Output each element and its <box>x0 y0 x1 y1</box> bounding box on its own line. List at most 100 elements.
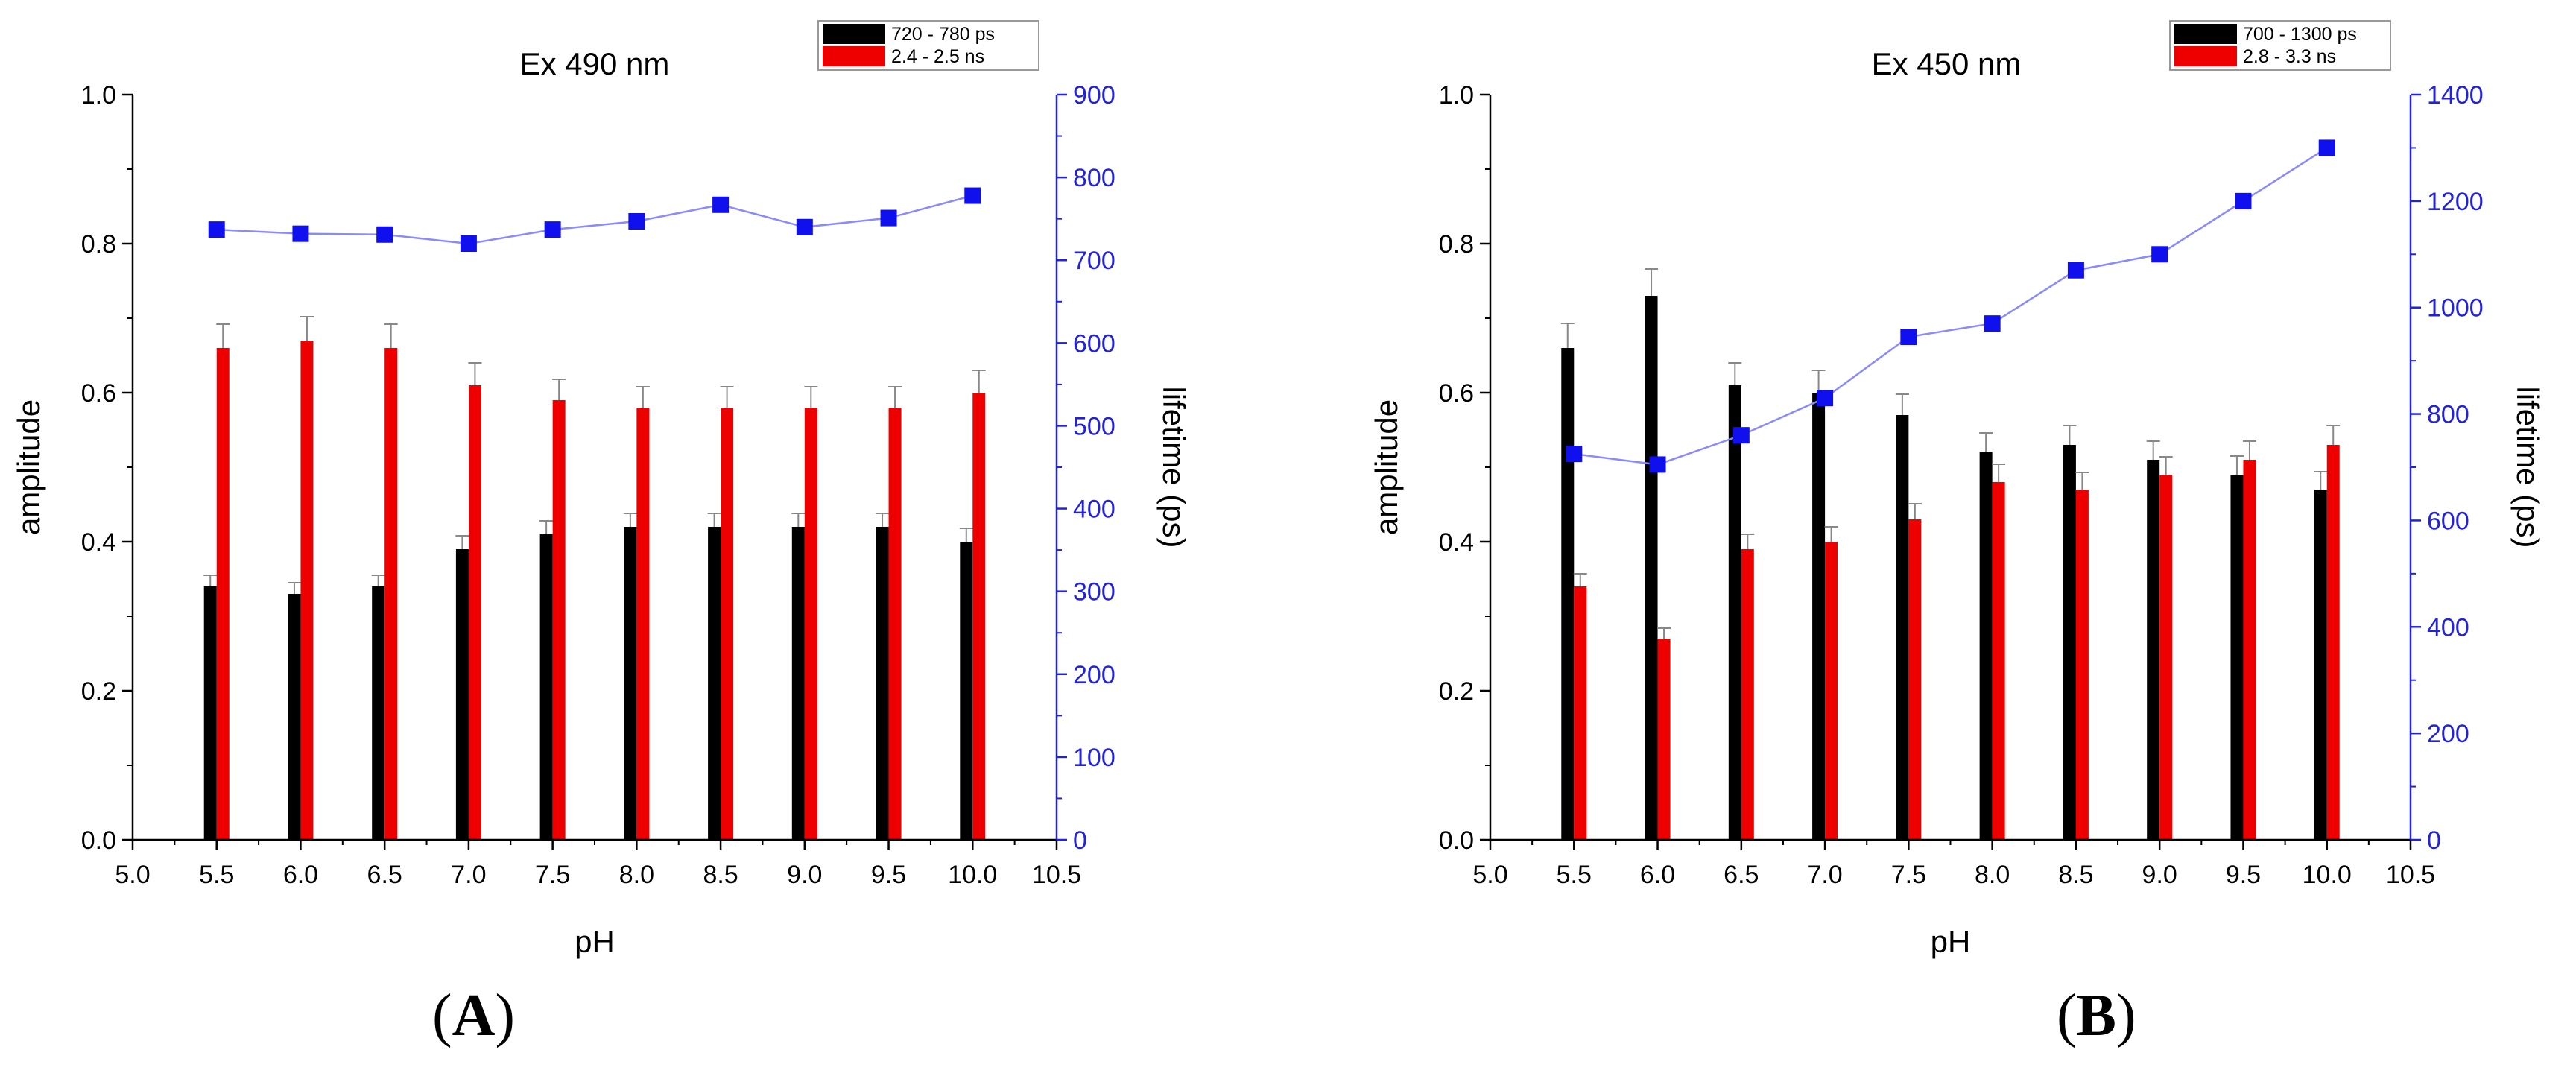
y-tick-label: 0.2 <box>1439 677 1474 706</box>
y2-tick-label: 1200 <box>2427 188 2484 216</box>
y-tick-label: 0.8 <box>81 230 116 259</box>
x-tick-label: 9.0 <box>787 861 822 889</box>
x-tick-label: 5.0 <box>115 861 150 889</box>
lifetime-point <box>1732 427 1750 444</box>
x-tick-label: 9.5 <box>2226 861 2261 889</box>
bar-long <box>552 400 566 840</box>
bar-short <box>624 527 637 840</box>
y2-axis-label: lifetime (ps) <box>2510 386 2545 548</box>
y2-tick-label: 1400 <box>2427 81 2484 110</box>
bar-long <box>972 393 986 840</box>
lifetime-point <box>2235 192 2252 209</box>
y2-tick-label: 600 <box>2427 507 2469 535</box>
x-tick-label: 9.5 <box>871 861 906 889</box>
y-tick-label: 1.0 <box>81 81 116 110</box>
x-tick-label: 8.0 <box>619 861 654 889</box>
y-tick-label: 0.4 <box>81 528 116 557</box>
bar-short <box>2147 460 2160 840</box>
bar-short <box>708 527 721 840</box>
lifetime-point <box>1984 315 2001 332</box>
x-tick-label: 10.5 <box>2386 861 2435 889</box>
bar-long <box>468 385 481 840</box>
y-tick-label: 0.0 <box>1439 826 1474 855</box>
chart-panel-b: Ex 450 nm 5.0 5.5 6.0 6.5 7.0 7.5 8.0 8.5 9.0 9.5 1… <box>1369 20 2545 959</box>
y-tick-label: 0.4 <box>1439 528 1474 557</box>
x-tick-label: 10.0 <box>2303 861 2352 889</box>
x-tick-label: 6.0 <box>1640 861 1675 889</box>
y2-tick-label: 400 <box>1073 496 1115 524</box>
bar-long <box>1657 639 1671 840</box>
x-tick-label: 9.0 <box>2142 861 2177 889</box>
y2-tick-label: 1000 <box>2427 294 2484 323</box>
lifetime-point <box>208 221 225 238</box>
lifetime-line <box>1574 147 2328 466</box>
legend-label-short: 700 - 1300 ps <box>2243 24 2357 45</box>
x-tick-label: 6.0 <box>283 861 318 889</box>
lifetime-point <box>2151 246 2168 263</box>
y-tick-label: 0.2 <box>81 677 116 706</box>
y-axis-label: amplitude <box>11 399 46 535</box>
lifetime-point <box>628 213 645 230</box>
bar-short <box>539 534 553 840</box>
x-tick-label: 6.5 <box>1724 861 1759 889</box>
x-axis-label: pH <box>575 924 615 959</box>
bar-short <box>2314 490 2327 840</box>
bar-short <box>2063 445 2076 840</box>
y2-tick-label: 100 <box>1073 744 1115 772</box>
x-tick-label: 6.5 <box>367 861 402 889</box>
y-tick-label: 0.0 <box>81 826 116 855</box>
bar-long <box>1574 586 1587 840</box>
y-tick-label: 0.6 <box>1439 379 1474 408</box>
x-tick-label: 5.5 <box>199 861 234 889</box>
lifetime-point <box>460 235 477 252</box>
bar-short <box>455 549 469 840</box>
y2-tick-label: 0 <box>1073 826 1087 855</box>
y2-tick-label: 700 <box>1073 247 1115 275</box>
lifetime-point <box>544 221 561 238</box>
bar-short <box>372 586 385 840</box>
bar-long <box>1908 519 1922 840</box>
legend-swatch-short <box>2174 24 2237 44</box>
y2-tick-label: 400 <box>2427 613 2469 642</box>
lifetime-point <box>1649 456 1666 473</box>
y2-tick-label: 0 <box>2427 826 2441 855</box>
bar-short <box>791 527 805 840</box>
bar-short <box>1812 393 1826 840</box>
chart-title: Ex 450 nm <box>1872 46 2022 81</box>
bar-long <box>804 408 817 840</box>
y2-tick-label: 800 <box>2427 401 2469 429</box>
bar-long <box>300 341 314 840</box>
x-tick-label: 7.5 <box>1891 861 1926 889</box>
lifetime-line <box>216 194 973 245</box>
bar-long <box>1741 549 1754 840</box>
x-tick-label: 7.5 <box>535 861 570 889</box>
y-tick-label: 1.0 <box>1439 81 1474 110</box>
bar-short <box>203 586 217 840</box>
lifetime-point <box>1900 329 1917 345</box>
x-tick-label: 5.5 <box>1557 861 1592 889</box>
lifetime-point <box>292 225 309 242</box>
y2-tick-label: 800 <box>1073 164 1115 192</box>
panel-label-a: (A) <box>432 983 516 1048</box>
y2-tick-label: 600 <box>1073 329 1115 358</box>
bar-short <box>960 542 973 840</box>
x-tick-label: 8.5 <box>2058 861 2093 889</box>
panel-label-b: (B) <box>2057 983 2136 1048</box>
lifetime-point <box>964 187 981 204</box>
bar-short <box>1645 296 1658 840</box>
x-tick-label: 8.5 <box>703 861 738 889</box>
y2-axis-label: lifetime (ps) <box>1156 386 1192 548</box>
x-tick-label: 10.0 <box>948 861 997 889</box>
y2-tick-label: 200 <box>2427 720 2469 748</box>
y2-tick-label: 900 <box>1073 81 1115 110</box>
bar-long <box>2075 490 2089 840</box>
lifetime-point <box>1566 446 1583 463</box>
bar-short <box>2230 475 2244 840</box>
bar-long <box>721 408 734 840</box>
lifetime-point <box>2067 262 2084 279</box>
lifetime-point <box>880 209 897 227</box>
bar-short <box>876 527 889 840</box>
chart-panel-a: Ex 490 nm 5.0 5.5 6.0 6.5 7.0 7.5 8.0 8.5 9.0 9.5 1… <box>11 20 1192 959</box>
